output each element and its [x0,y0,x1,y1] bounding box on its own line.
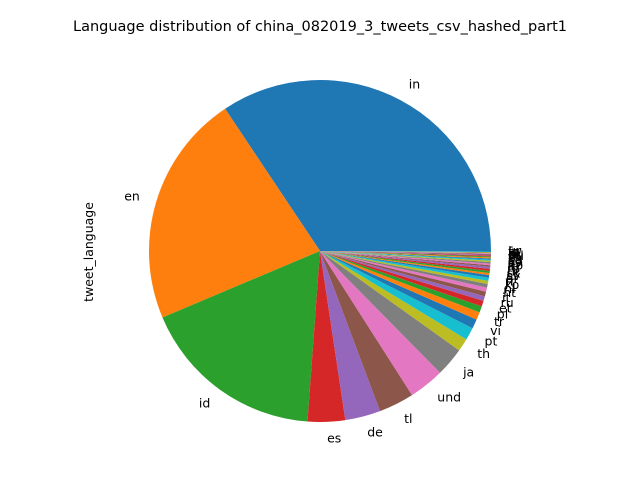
pie-label-hu: hu [508,248,524,263]
pie-label-ko: ko [505,277,519,292]
pie-slice-ru [320,251,485,301]
pie-label-ja: ja [462,365,474,380]
pie-slice-da [320,251,491,263]
pie-slice-en [148,108,320,318]
pie-slice-id [162,251,320,422]
pie-slice-ht [320,251,488,292]
pie-label-en: en [124,188,140,203]
pie-slice-vi [320,251,477,329]
pie-label-tl: tl [404,411,412,426]
pie-slice-hu [320,251,491,257]
pie-slice-iw [320,251,492,253]
pie-label-eu: eu [508,245,524,260]
pie-slice-zh [320,251,491,259]
pie-label-pt: pt [485,334,498,349]
pie-slice-und [320,251,441,396]
pie-label-pl: pl [497,307,508,322]
pie-label-hi: hi [507,263,518,278]
pie-label-da: da [508,254,524,269]
pie-label-ar: ar [506,271,520,286]
pie-label-id: id [199,395,210,410]
pie-label-nl: nl [504,281,515,296]
pie-label-th: th [477,346,490,361]
pie-label-ro: ro [507,261,520,276]
pie-slice-tr [320,251,480,320]
pie-slice-no [320,251,491,266]
pie-slice-nl [320,251,488,288]
pie-slice-sk [320,251,490,274]
pie-slice-tl [320,251,413,412]
y-axis-label: tweet_language [81,202,96,302]
pie-label-iw: iw [508,243,522,258]
pie-label-lv: lv [508,246,519,261]
pie-label-es: es [327,430,341,445]
pie-slice-es [307,251,346,422]
pie-label-lt: lt [507,259,515,274]
pie-slice-pt [320,251,473,340]
pie-label-cy: cy [508,256,523,271]
pie-slices [148,79,492,422]
pie-label-et: et [499,300,512,315]
pie-slice-sl [320,251,491,260]
pie-slice-th [320,251,467,351]
pie-slice-eu [320,251,491,254]
pie-label-ur: ur [508,243,522,258]
pie-slice-ca [320,251,491,261]
pie-label-und: und [437,390,461,405]
pie-label-vi: vi [490,323,501,338]
pie-slice-ja [320,251,460,373]
pie-slice-hi [320,251,491,271]
pie-slice-fi [320,251,491,258]
pie-slice-it [320,251,487,297]
pie-slice-fa [320,251,491,253]
pie-slice-lv [320,251,491,255]
pie-label-fa: fa [508,244,520,259]
pie-slice-cs [320,251,491,256]
pie-label-cs: cs [508,247,521,262]
pie-slice-de [320,251,381,421]
pie-slice-cy [320,251,491,264]
pie-label-in: in [409,77,420,92]
chart-title: Language distribution of china_082019_3_… [73,19,567,35]
pie-label-fr: fr [506,274,516,289]
pie-label-sl: sl [508,251,518,266]
pie-label-it: it [502,290,510,305]
pie-label-zh: zh [508,250,522,265]
pie-slice-fr [320,251,489,281]
pie-label-ca: ca [508,253,523,268]
pie-slice-ur [320,251,492,252]
pie-slice-ko [320,251,489,285]
pie-label-is: is [508,245,518,260]
pie-label-de: de [367,425,383,440]
pie-label-fi: fi [508,249,516,264]
pie-slice-in [225,79,491,252]
pie-slice-sv [320,251,490,276]
pie-label-tr: tr [494,314,505,329]
pie-slice-is [320,251,491,254]
pie-slice-et [320,251,484,307]
pie-slice-lt [320,251,491,267]
pie-label-sk: sk [507,266,522,281]
pie-label-ru: ru [501,295,514,310]
pie-slice-ar [320,251,490,278]
pie-label-no: no [508,257,524,272]
pie-slice-ro [320,251,491,269]
pie-label-sv: sv [506,268,521,283]
pie-label-ht: ht [503,285,516,300]
pie-slice-pl [320,251,482,313]
